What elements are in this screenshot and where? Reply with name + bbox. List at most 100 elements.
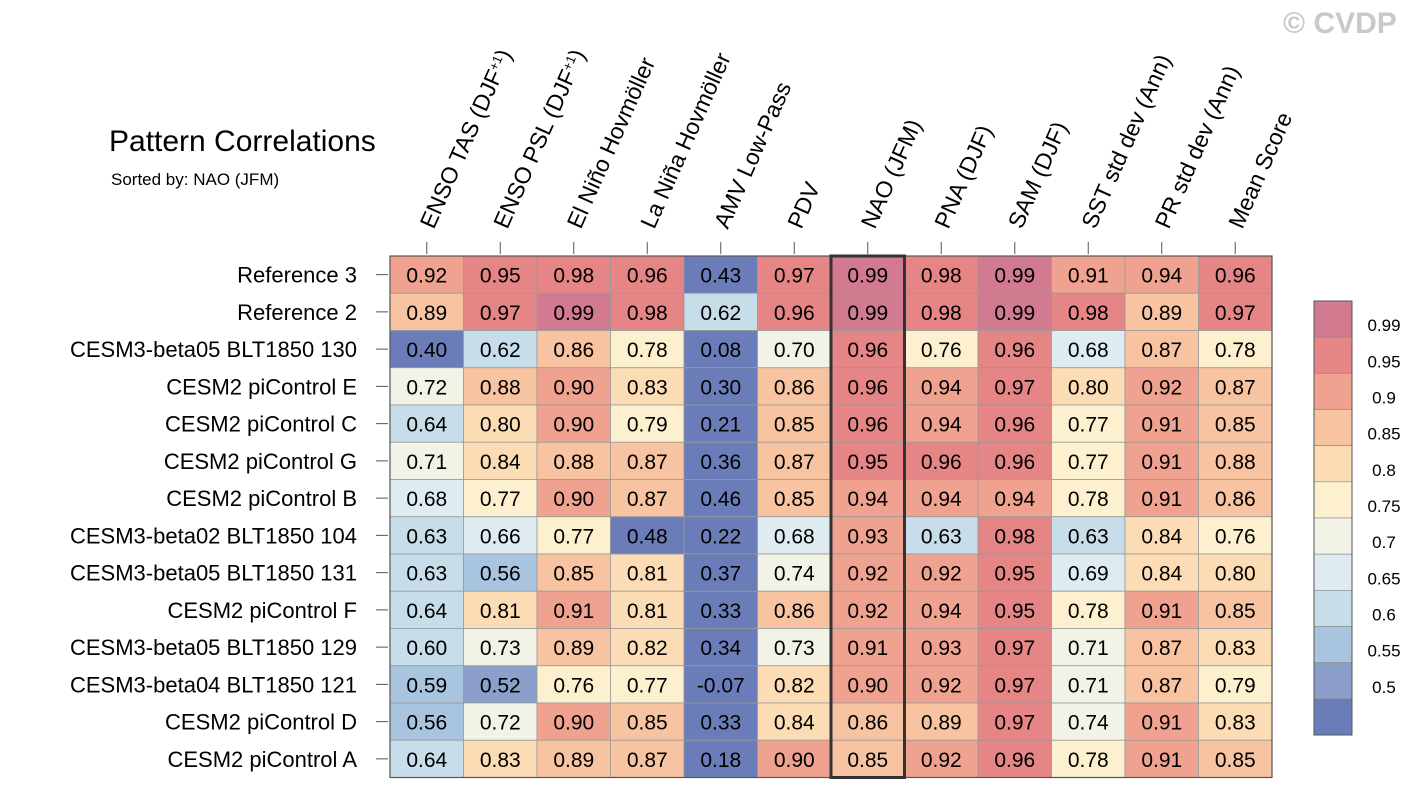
heatmap-cell	[389, 702, 464, 741]
cell-value-label: 0.94	[921, 488, 962, 511]
cell-value-label: 0.71	[1068, 637, 1109, 660]
heatmap-cell	[536, 553, 611, 592]
cell-value-label: 0.62	[480, 339, 521, 362]
row-label: CESM2 piControl A	[167, 747, 357, 772]
heatmap-cell	[1051, 367, 1126, 406]
heatmap-cell	[683, 516, 758, 555]
row-label: CESM2 piControl F	[167, 598, 357, 623]
heatmap-cell	[536, 628, 611, 667]
cell-value-label: 0.94	[847, 488, 888, 511]
heatmap-cell	[1051, 590, 1126, 629]
cell-value-label: 0.74	[774, 563, 815, 586]
cell-value-label: 0.85	[553, 563, 594, 586]
colorbar-tick-label: 0.55	[1367, 642, 1400, 661]
heatmap-cell	[1198, 739, 1273, 778]
cell-value-label: 0.63	[406, 525, 447, 548]
heatmap-cell	[536, 739, 611, 778]
heatmap-cell	[830, 665, 905, 704]
colorbar-segment	[1313, 517, 1353, 555]
column-label: SAM (DJF)	[1003, 118, 1073, 232]
cell-value-label: 0.83	[480, 749, 521, 772]
cell-value-label: 0.21	[700, 414, 741, 437]
heatmap-cell	[977, 516, 1052, 555]
cell-value-label: 0.94	[921, 600, 962, 623]
cell-value-label: 0.80	[480, 414, 521, 437]
heatmap-cell	[1051, 516, 1126, 555]
heatmap-cell	[830, 628, 905, 667]
cell-value-label: 0.98	[994, 525, 1035, 548]
cell-value-label: 0.59	[406, 674, 447, 697]
colorbar-tick-label: 0.95	[1367, 352, 1400, 371]
cell-value-label: 0.96	[847, 414, 888, 437]
heatmap-cell	[830, 739, 905, 778]
heatmap-cell	[683, 479, 758, 518]
cell-value-label: 0.52	[480, 674, 521, 697]
cell-value-label: 0.96	[774, 302, 815, 325]
colorbar-tick-label: 0.8	[1372, 461, 1396, 480]
heatmap-cell	[1051, 553, 1126, 592]
cell-value-label: 0.63	[406, 563, 447, 586]
cell-value-label: 0.77	[1068, 414, 1109, 437]
cell-value-label: 0.76	[553, 674, 594, 697]
colorbar-segment	[1313, 553, 1353, 591]
heatmap-cell	[904, 516, 979, 555]
heatmap-cell	[1051, 479, 1126, 518]
heatmap-cell	[1198, 665, 1273, 704]
cell-value-label: 0.84	[1141, 525, 1182, 548]
cell-value-label: 0.91	[1141, 451, 1182, 474]
heatmap-cell	[610, 330, 685, 369]
colorbar-segment	[1313, 626, 1353, 663]
cell-value-label: 0.72	[480, 712, 521, 735]
heatmap-cell	[1124, 590, 1199, 629]
cell-value-label: 0.48	[627, 525, 668, 548]
cell-value-label: 0.56	[480, 563, 521, 586]
cell-value-label: 0.87	[627, 488, 668, 511]
cell-value-label: 0.08	[700, 339, 741, 362]
cell-value-label: 0.96	[994, 414, 1035, 437]
cell-value-label: 0.91	[553, 600, 594, 623]
column-label: PDV	[782, 178, 825, 232]
heatmap-cell	[1051, 404, 1126, 443]
cell-value-label: 0.68	[774, 525, 815, 548]
cell-value-label: 0.77	[553, 525, 594, 548]
heatmap-cell	[1051, 330, 1126, 369]
heatmap-cell	[757, 516, 832, 555]
cell-value-label: 0.98	[1068, 302, 1109, 325]
heatmap-cell	[757, 367, 832, 406]
cell-value-label: 0.40	[406, 339, 447, 362]
cell-value-label: 0.85	[774, 414, 815, 437]
heatmap-cell	[1124, 441, 1199, 480]
cell-value-label: 0.90	[553, 376, 594, 399]
heatmap-cell	[683, 292, 758, 331]
cell-value-label: 0.66	[480, 525, 521, 548]
heatmap-cell	[610, 441, 685, 480]
cell-value-label: 0.36	[700, 451, 741, 474]
colorbar-segment	[1313, 373, 1353, 410]
cell-value-label: 0.99	[847, 265, 888, 288]
cell-value-label: 0.68	[1068, 339, 1109, 362]
cell-value-label: 0.94	[994, 488, 1035, 511]
cell-value-label: 0.85	[847, 749, 888, 772]
cell-value-label: 0.98	[553, 265, 594, 288]
heatmap-cell	[1198, 255, 1273, 294]
heatmap-cell	[1051, 739, 1126, 778]
cell-value-label: 0.85	[774, 488, 815, 511]
cell-value-label: 0.33	[700, 712, 741, 735]
row-label: Reference 2	[237, 300, 357, 325]
row-label: CESM2 piControl B	[166, 486, 357, 511]
row-label: CESM3-beta04 BLT1850 121	[70, 672, 357, 697]
cell-value-label: 0.37	[700, 563, 741, 586]
row-label: CESM2 piControl C	[165, 412, 357, 437]
cell-value-label: 0.93	[921, 637, 962, 660]
heatmap-cell	[1198, 479, 1273, 518]
colorbar-tick-label: 0.99	[1367, 316, 1400, 335]
sort-column-highlight	[829, 254, 906, 779]
heatmap-cell	[830, 590, 905, 629]
heatmap-cell	[389, 292, 464, 331]
cell-value-label: 0.77	[1068, 451, 1109, 474]
heatmap-cell	[904, 404, 979, 443]
colorbar-tick-label: 0.7	[1372, 533, 1396, 552]
cell-value-label: 0.98	[921, 302, 962, 325]
colorbar-border	[1313, 300, 1353, 736]
colorbar-tick-label: 0.9	[1372, 389, 1396, 408]
